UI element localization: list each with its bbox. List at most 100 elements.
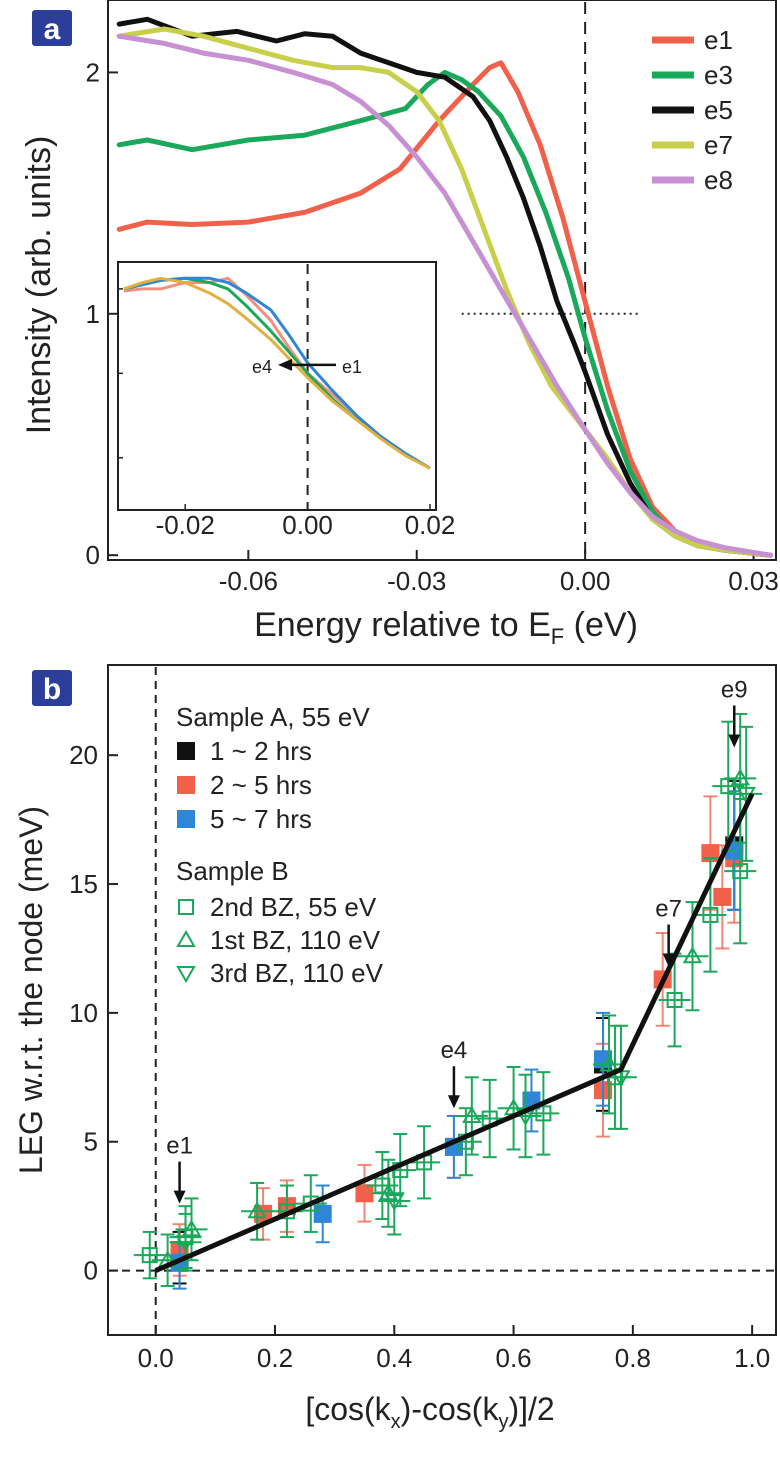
legend-marker xyxy=(177,742,195,760)
data-point xyxy=(247,1201,267,1219)
data-point xyxy=(141,1247,158,1264)
legend-marker xyxy=(177,810,195,828)
panel-a-tag-box xyxy=(32,10,72,46)
panel-b-annotations: e1 e4 e7 e9 xyxy=(166,676,748,1204)
panel-b-axes: 0.0 0.2 0.4 0.6 0.8 1.0 0 5 10 15 20 xyxy=(69,667,776,1373)
panel-b-xlabel-sub1: x xyxy=(391,1411,401,1433)
panel-a-plot-frame xyxy=(107,0,777,561)
legend-group-sample-a: Sample A, 55 eV xyxy=(176,702,370,732)
inset-xtick-label: 0.02 xyxy=(405,510,456,540)
panel-a-axes: -0.06 -0.03 0.00 0.03 0 1 2 xyxy=(86,57,779,596)
fit-line xyxy=(154,792,755,1273)
panel-a-ytick-label: 0 xyxy=(86,540,100,570)
annotation-e1: e1 xyxy=(166,1133,193,1160)
panel-b-series xyxy=(133,712,763,1290)
annotation-e9: e9 xyxy=(721,676,748,703)
panel-a-xlabel-unit: (eV) xyxy=(564,606,638,644)
data-point xyxy=(713,887,732,906)
annotation-e7: e7 xyxy=(655,896,682,923)
panel-a-ylabel: Intensity (arb. units) xyxy=(20,136,58,435)
data-point xyxy=(682,946,703,964)
panel-a-tag: a xyxy=(44,13,61,46)
panel-b-tag: b xyxy=(43,673,61,706)
panel-b-xlabel-a: [cos(k xyxy=(305,1391,391,1427)
annotation-arrowhead-e9 xyxy=(728,734,741,748)
annotation-arrowhead-e4 xyxy=(447,1095,460,1109)
legend-group-sample-b: Sample B xyxy=(176,856,289,886)
panel-a-xlabel: Energy relative to EF (eV) xyxy=(254,606,638,649)
inset-xtick-label: 0.00 xyxy=(282,510,333,540)
panel-b-xlabel-c: )]/2 xyxy=(508,1391,554,1427)
panel-a-xtick-label: 0.03 xyxy=(728,566,779,596)
legend-entry: 5 ~ 7 hrs xyxy=(210,804,312,834)
panel-a-xlabel-main: Energy relative to E xyxy=(254,606,551,644)
panel-a-ytick-label: 1 xyxy=(86,299,100,329)
data-point xyxy=(462,1105,482,1123)
panel-a-ytick-label: 2 xyxy=(86,57,100,87)
panel-b-xtick-label: 0.6 xyxy=(495,1343,531,1373)
panel-a-legend: e1 e3 e5 e7 e8 xyxy=(652,25,733,195)
legend-marker xyxy=(177,776,195,794)
legend-marker xyxy=(176,929,196,947)
panel-a-series xyxy=(116,2,773,560)
series-line-e8 xyxy=(116,33,773,558)
data-point xyxy=(175,1235,196,1253)
series-line-e1 xyxy=(116,60,773,558)
inset-series-line xyxy=(123,276,431,470)
panel-b-xtick-label: 1.0 xyxy=(734,1343,770,1373)
panel-a-xtick-label: 0.00 xyxy=(560,566,611,596)
legend-entry: 2nd BZ, 55 eV xyxy=(210,892,377,922)
inset-content: -0.02 0.00 0.02 e4 e1 xyxy=(118,264,455,540)
inset-xtick-label: -0.02 xyxy=(156,510,215,540)
panel-b-xlabel-b: )-cos(k xyxy=(401,1391,500,1427)
panel-b-ytick-label: 15 xyxy=(69,869,98,899)
data-point xyxy=(732,863,749,880)
panel-b-ytick-label: 20 xyxy=(69,740,98,770)
panel-b-legend: Sample A, 55 eV 1 ~ 2 hrs 2 ~ 5 hrs 5 ~ 7 h… xyxy=(176,702,384,988)
legend-entry: 3rd BZ, 110 eV xyxy=(210,958,384,988)
legend-label-e3: e3 xyxy=(704,60,733,90)
inset-annotation-e4: e4 xyxy=(252,357,272,377)
panel-b-plot-frame xyxy=(107,664,777,1336)
panel-a-xtick-label: -0.03 xyxy=(387,566,446,596)
legend-marker xyxy=(178,899,194,915)
panel-a-xtick-label: -0.06 xyxy=(219,566,278,596)
panel-b-xtick-label: 0.8 xyxy=(615,1343,651,1373)
legend-entry: 1st BZ, 110 eV xyxy=(210,925,381,955)
legend-label-e7: e7 xyxy=(704,130,733,160)
panel-b: b 0.0 0.2 0.4 0.6 0.8 1.0 0 5 10 15 20 Sample A, 5… xyxy=(13,664,777,1433)
inset-frame xyxy=(117,261,437,511)
legend-label-e5: e5 xyxy=(704,95,733,125)
inset-annotation-e1: e1 xyxy=(342,357,362,377)
data-point xyxy=(599,1054,619,1072)
data-point xyxy=(702,906,719,923)
legend-label-e8: e8 xyxy=(704,165,733,195)
data-point xyxy=(355,1184,374,1203)
panel-b-ylabel: LEG w.r.t. the node (meV) xyxy=(13,806,49,1174)
panel-a-xlabel-sub: F xyxy=(551,624,564,649)
inset-arrow-head xyxy=(278,358,292,371)
legend-label-e1: e1 xyxy=(704,25,733,55)
panel-b-ytick-label: 0 xyxy=(84,1256,98,1286)
data-point xyxy=(535,1105,552,1122)
panel-b-xlabel: [cos(kx)-cos(ky)]/2 xyxy=(305,1391,554,1433)
legend-entry: 2 ~ 5 hrs xyxy=(210,770,312,800)
panel-b-tag-box xyxy=(32,670,72,706)
annotation-arrowhead-e1 xyxy=(173,1190,186,1204)
data-point xyxy=(313,1204,332,1223)
data-point xyxy=(666,992,683,1008)
legend-marker xyxy=(176,966,196,984)
panel-b-ytick-label: 5 xyxy=(84,1127,98,1157)
panel-b-ytick-label: 10 xyxy=(69,998,98,1028)
panel-a: a -0.06 -0.03 0.00 0.03 0 1 2 e1 e3 e5 e7 e8 -0.02… xyxy=(20,0,779,649)
data-point xyxy=(730,768,750,786)
panel-b-xtick-label: 0.4 xyxy=(376,1343,412,1373)
data-point xyxy=(302,1195,319,1212)
data-point xyxy=(384,1194,405,1212)
legend-entry: 1 ~ 2 hrs xyxy=(210,736,312,766)
panel-b-xtick-label: 0.2 xyxy=(257,1343,293,1373)
annotation-e4: e4 xyxy=(441,1037,468,1064)
panel-b-xlabel-sub2: y xyxy=(498,1411,508,1433)
panel-b-xtick-label: 0.0 xyxy=(138,1343,174,1373)
